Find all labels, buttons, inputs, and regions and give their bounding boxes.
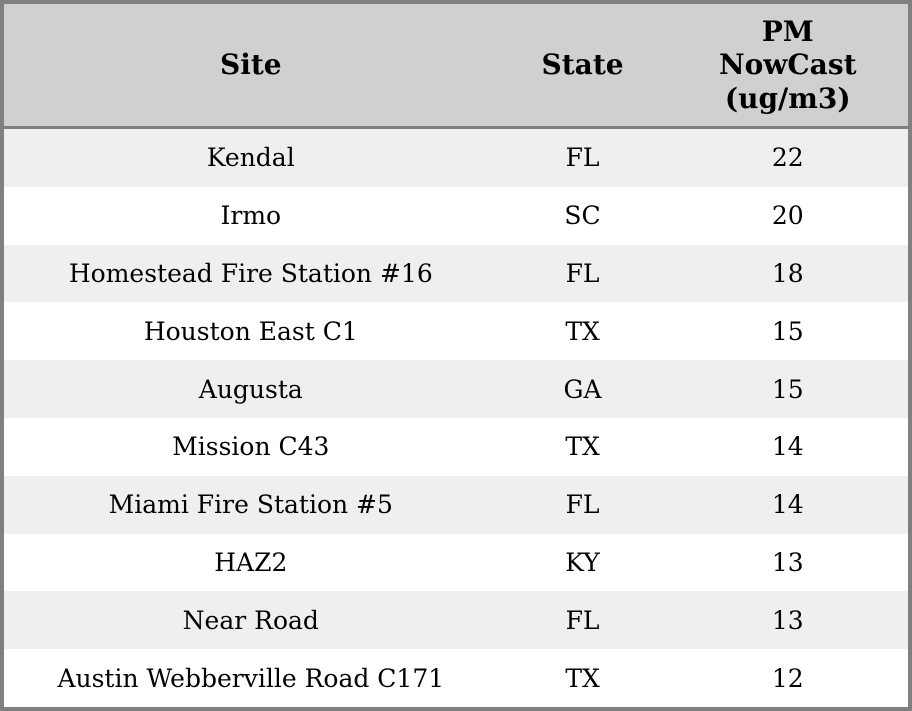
state-cell: GA bbox=[563, 374, 602, 404]
pm-nowcast-cell: 22 bbox=[771, 143, 804, 173]
site-cell: HAZ2 bbox=[214, 547, 288, 577]
state-cell: KY bbox=[565, 547, 600, 577]
column-header-pm-nowcast: PM NowCast (ug/m3) bbox=[667, 4, 908, 129]
state-cell: SC bbox=[564, 201, 601, 231]
site-cell: Austin Webberville Road C171 bbox=[57, 663, 445, 693]
table-row: Irmo SC 20 bbox=[4, 186, 908, 245]
site-readings-table: Site State PM NowCast (ug/m3) Kendal FL 22… bbox=[4, 4, 908, 707]
state-cell: FL bbox=[565, 605, 600, 635]
pm-nowcast-cell: 13 bbox=[771, 605, 804, 635]
pm-nowcast-cell: 14 bbox=[771, 490, 804, 520]
state-cell: TX bbox=[565, 663, 600, 693]
state-cell: FL bbox=[565, 143, 600, 173]
state-cell: FL bbox=[565, 490, 600, 520]
table-row: Houston East C1 TX 15 bbox=[4, 302, 908, 361]
state-cell: FL bbox=[565, 259, 600, 288]
site-cell: Augusta bbox=[198, 374, 303, 404]
column-header-site: Site bbox=[4, 4, 498, 129]
site-cell: Miami Fire Station #5 bbox=[108, 490, 393, 520]
table-body: Kendal FL 22 Irmo SC 20 Homestead Fire S… bbox=[4, 127, 908, 707]
table-header: Site State PM NowCast (ug/m3) bbox=[4, 4, 908, 129]
table-row: Austin Webberville Road C171 TX 12 bbox=[4, 649, 908, 707]
site-cell: Irmo bbox=[220, 201, 282, 231]
pm-header-line-2: NowCast bbox=[719, 48, 857, 82]
table-row: Near Road FL 13 bbox=[4, 591, 908, 650]
site-cell: Near Road bbox=[182, 605, 319, 635]
table-row: Augusta GA 15 bbox=[4, 360, 908, 418]
state-cell: TX bbox=[565, 316, 600, 346]
table-row: Kendal FL 22 bbox=[4, 127, 908, 187]
table-row: Mission C43 TX 14 bbox=[4, 418, 908, 476]
pm-nowcast-cell: 14 bbox=[771, 432, 804, 462]
column-header-state: State bbox=[497, 4, 668, 129]
pm-nowcast-cell: 15 bbox=[771, 316, 804, 346]
pm-nowcast-cell: 15 bbox=[771, 374, 804, 404]
pm-header-line-1: PM bbox=[761, 14, 814, 48]
table-row: Homestead Fire Station #16 FL 18 bbox=[4, 244, 908, 303]
table-row: Miami Fire Station #5 FL 14 bbox=[4, 475, 908, 534]
site-cell: Homestead Fire Station #16 bbox=[68, 259, 433, 288]
site-cell: Houston East C1 bbox=[143, 316, 358, 346]
pm-nowcast-cell: 13 bbox=[771, 547, 804, 577]
table-row: HAZ2 KY 13 bbox=[4, 533, 908, 592]
pm-nowcast-cell: 20 bbox=[771, 201, 804, 231]
site-cell: Kendal bbox=[206, 143, 295, 173]
site-cell: Mission C43 bbox=[172, 432, 330, 462]
pm-header-line-3: (ug/m3) bbox=[724, 81, 851, 115]
pm-nowcast-cell: 18 bbox=[771, 259, 804, 288]
pm-nowcast-cell: 12 bbox=[771, 663, 804, 693]
header-row: Site State PM NowCast (ug/m3) bbox=[4, 4, 908, 129]
state-cell: TX bbox=[565, 432, 600, 462]
